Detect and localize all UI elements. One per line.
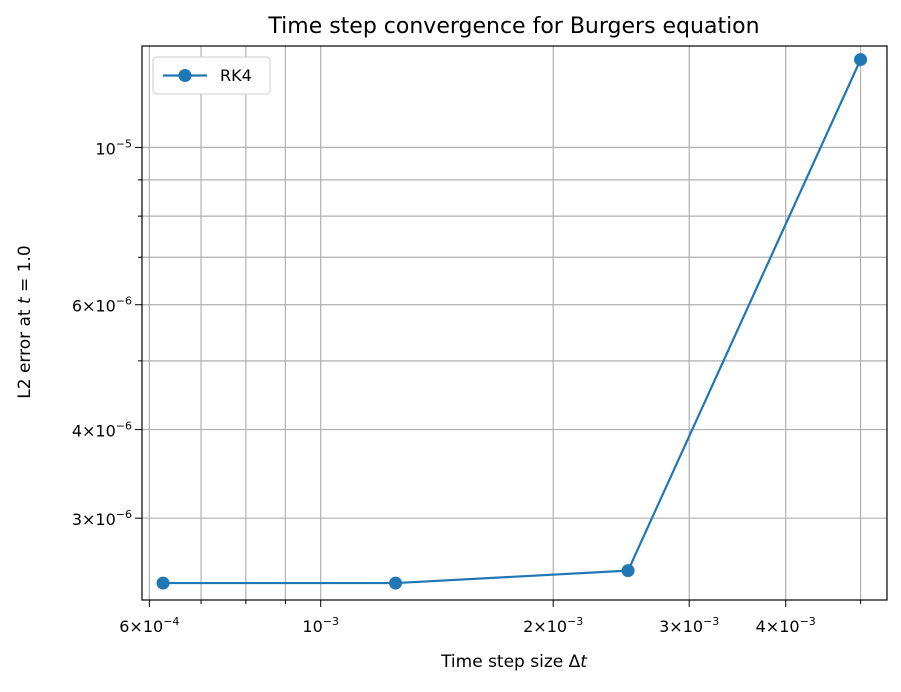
plot-frame (141, 45, 888, 601)
chart-title: Time step convergence for Burgers equati… (267, 14, 759, 39)
x-tick-label: 6×10−4 (119, 615, 179, 636)
data-point (854, 53, 868, 67)
x-tick-label: 2×10−3 (523, 615, 583, 636)
x-tick-label: 4×10−3 (756, 615, 816, 636)
series-line-rk4 (163, 59, 862, 585)
x-tick-label: 3×10−3 (659, 615, 719, 636)
legend-box (152, 56, 271, 95)
y-tick-label: 10−5 (95, 137, 132, 158)
legend: RK4 (152, 56, 271, 95)
y-tick-label: 4×10−6 (72, 420, 132, 441)
x-axis-label: Time step size Δt (440, 652, 588, 672)
y-axis-label: L2 error at t = 1.0 (15, 245, 35, 399)
series-layer (156, 53, 868, 590)
legend-marker-swatch (178, 69, 192, 82)
grid (142, 46, 887, 600)
x-tick-label: 10−3 (302, 615, 339, 636)
data-point (621, 564, 635, 578)
ticks: 6×10−4 10−3 2×10−3 3×10−3 4×10−3 10−5 6×10−6 4×… (72, 137, 862, 636)
y-tick-label: 6×10−6 (72, 295, 132, 316)
data-point (389, 576, 403, 590)
legend-label-rk4: RK4 (220, 66, 252, 85)
y-tick-label: 3×10−6 (72, 508, 132, 529)
data-point (156, 576, 170, 590)
